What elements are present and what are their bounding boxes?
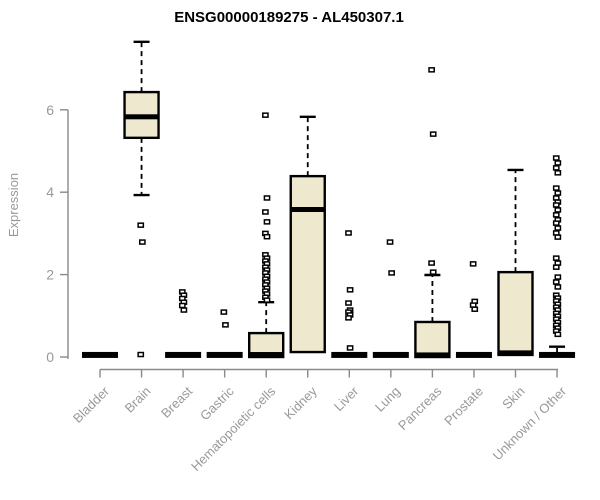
outlier-unknown-other [552,255,560,261]
outlier-unknown-other [552,185,560,191]
x-axis-label-liver: Liver [331,383,362,414]
outlier-unknown-other [554,225,562,231]
x-axis-label-bladder: Bladder [70,383,113,426]
outlier-unknown-other [552,279,560,285]
y-tick-label: 2 [46,267,54,283]
x-axis-label-brain: Brain [122,384,154,416]
outlier-liver [346,345,354,351]
outlier-unknown-other [554,284,562,290]
flat-box-prostate [455,351,492,358]
outlier-prostate [471,306,479,312]
x-axis-label-gastric: Gastric [197,383,237,423]
x-axis-label-kidney: Kidney [281,383,320,422]
flat-box-lung [372,351,409,358]
outlier-unknown-other [554,207,562,213]
outlier-lung [388,270,395,276]
y-tick-label: 0 [46,349,54,365]
outlier-pancreas [428,67,435,73]
chart-title: ENSG00000189275 - AL450307.1 [174,9,404,26]
outlier-hematopoietic-cells [263,219,271,225]
outlier-unknown-other [554,234,562,240]
outlier-liver [345,230,352,236]
outlier-unknown-other [554,170,562,176]
outlier-unknown-other [554,331,562,338]
outlier-hematopoietic-cells [263,297,271,303]
outlier-breast [178,302,186,309]
outlier-unknown-other [554,190,562,196]
outlier-gastric [220,309,228,315]
outlier-hematopoietic-cells [263,195,271,201]
outlier-pancreas [428,260,435,266]
outlier-unknown-other [554,274,562,280]
outlier-pancreas [429,269,437,275]
outlier-unknown-other [552,202,560,208]
outlier-brain [139,239,146,245]
y-tick-label: 4 [46,184,54,200]
outlier-brain [137,222,145,228]
median-hematopoietic-cells [249,352,284,358]
outlier-hematopoietic-cells [262,112,269,118]
outlier-pancreas [429,131,437,137]
flat-box-breast [165,351,202,358]
median-pancreas [415,352,450,358]
outlier-liver [345,315,352,321]
outlier-hematopoietic-cells [262,209,269,215]
median-brain [124,114,159,120]
outlier-unknown-other [552,165,560,171]
outlier-unknown-other [554,160,562,166]
median-kidney [290,207,325,213]
outlier-unknown-other [552,220,560,226]
median-skin [498,350,533,356]
outlier-unknown-other [552,264,560,270]
outlier-prostate [469,261,477,267]
flat-box-liver [331,351,368,358]
y-tick-label: 6 [46,102,54,118]
x-axis-label-pancreas: Pancreas [395,383,445,433]
flat-box-gastric [206,351,243,358]
x-axis-label-breast: Breast [158,383,195,420]
flat-box-bladder [82,351,118,358]
outlier-lung [386,239,394,245]
box-pancreas [414,320,451,359]
outlier-brain [137,351,145,358]
outlier-unknown-other [552,212,560,218]
outlier-breast [180,307,188,313]
outlier-liver [346,287,354,293]
flat-box-unknown-other [539,351,576,358]
outlier-gastric [222,322,229,328]
x-axis-label-skin: Skin [499,384,527,412]
outlier-hematopoietic-cells [263,233,271,240]
x-axis-label-prostate: Prostate [441,384,486,429]
box-skin [497,270,534,357]
box-kidney [289,174,326,354]
outlier-unknown-other [552,155,560,161]
x-axis-label-unknown-other: Unknown / Other [490,383,570,463]
outlier-liver [345,300,352,306]
x-axis-label-lung: Lung [372,384,403,415]
